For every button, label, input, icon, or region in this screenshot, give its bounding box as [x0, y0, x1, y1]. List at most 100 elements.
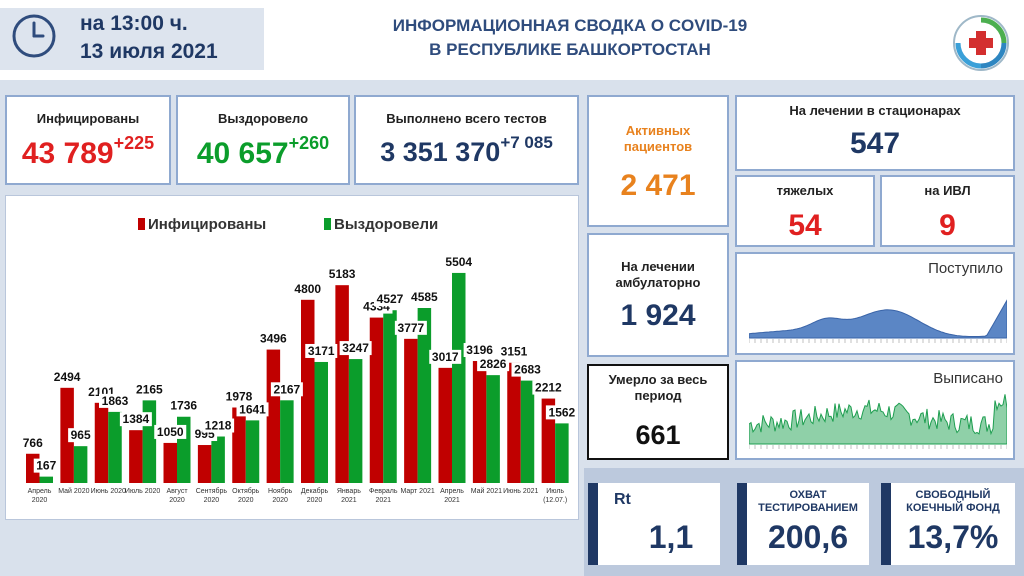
x-label-0-0: Апрель	[28, 488, 52, 495]
x-label-9-0: Январь	[337, 488, 361, 495]
x-label-6-1: 2020	[238, 497, 254, 504]
bar-0-5	[197, 445, 212, 483]
bar-1-11	[417, 308, 432, 483]
data-label-bg-1-5	[202, 418, 235, 433]
data-label-bg-0-13	[463, 343, 496, 358]
x-label-8-1: 2020	[307, 497, 323, 504]
bar-0-8	[301, 299, 315, 483]
data-label-bg-0-9	[326, 267, 359, 282]
data-label-0-1: 2494	[54, 370, 81, 384]
data-label-bg-0-11	[394, 320, 427, 335]
x-label-14-0: Июнь 2021	[503, 488, 538, 495]
ivl-label: на ИВЛ	[924, 183, 971, 198]
infected-card: Инфицированы 43 789+225	[5, 95, 171, 185]
beds-label: СВОБОДНЫЙ КОЕЧНЫЙ ФОНД	[891, 489, 1015, 515]
infected-label: Инфицированы	[36, 111, 140, 126]
monthly-chart-svg: Инфицированы Выздоровели 7661672494965210…	[20, 216, 578, 504]
bar-0-15	[541, 398, 556, 483]
bar-1-1	[73, 446, 88, 483]
data-label-bg-1-14	[511, 362, 544, 377]
recovered-label: Выздоровело	[217, 111, 309, 126]
x-label-13-0: Май 2021	[471, 487, 502, 495]
testing-value: 200,6	[767, 519, 849, 555]
infected-delta: +225	[113, 133, 155, 153]
x-label-5-0: Сентябрь	[196, 487, 228, 495]
data-label-1-5: 1218	[205, 419, 232, 433]
data-label-bg-0-4	[154, 424, 187, 439]
x-label-7-0: Ноябрь	[268, 487, 293, 495]
x-label-2-0: Июнь 2020	[91, 488, 126, 495]
active-label-line1: Активных	[625, 123, 691, 138]
bar-1-15	[555, 423, 569, 483]
data-label-bg-1-6	[236, 402, 269, 417]
data-label-0-9: 5183	[329, 267, 356, 281]
bar-1-5	[211, 436, 225, 483]
bar-0-2	[94, 402, 109, 483]
data-label-0-12: 3017	[432, 350, 459, 364]
x-label-10-1: 2021	[375, 497, 391, 504]
hospital-value: 547	[849, 127, 901, 160]
bar-1-9	[348, 359, 363, 483]
data-label-1-10: 4527	[377, 292, 404, 306]
data-label-bg-0-3	[119, 412, 152, 427]
data-label-bg-1-1	[68, 428, 94, 443]
severe-label: тяжелых	[776, 183, 834, 198]
infected-value: 43 789+225	[7, 133, 169, 171]
x-label-7-1: 2020	[272, 497, 288, 504]
tests-label: Выполнено всего тестов	[386, 111, 547, 126]
admitted-axis-ticks	[749, 339, 1007, 343]
x-label-4-0: Август	[166, 488, 188, 495]
data-label-0-4: 1050	[157, 425, 184, 439]
x-label-6-0: Октябрь	[232, 487, 259, 495]
bar-0-7	[266, 349, 281, 483]
x-label-3-0: Июль 2020	[125, 488, 160, 495]
discharged-axis-ticks	[749, 445, 1007, 449]
data-label-bg-1-11	[408, 290, 441, 305]
active-label: Активных пациентов	[589, 123, 727, 155]
ivl-card: на ИВЛ 9	[880, 175, 1015, 247]
data-label-1-0: 167	[36, 459, 56, 473]
data-label-1-11: 4585	[411, 290, 438, 304]
testing-label: ОХВАТ ТЕСТИРОВАНИЕМ	[747, 489, 869, 515]
data-label-bg-1-12	[442, 254, 475, 269]
chart-x-labels: Апрель 2020 Май 2020 Июнь 2020 Июль 2020 Авгу…	[28, 487, 568, 504]
data-label-bg-0-14	[498, 344, 530, 359]
x-label-9-1: 2021	[341, 497, 357, 504]
x-label-1-0: Май 2020	[58, 487, 89, 495]
report-date: 13 июля 2021	[80, 40, 218, 63]
discharged-sparkline-card: Выписано	[735, 360, 1015, 460]
data-label-bg-1-13	[477, 357, 510, 372]
data-label-1-15: 1562	[549, 405, 576, 419]
data-label-1-8: 3171	[308, 344, 335, 358]
admitted-sparkline	[749, 299, 1007, 343]
data-label-0-6: 1978	[226, 390, 253, 404]
data-label-1-6: 1641	[239, 402, 266, 416]
bar-0-9	[335, 285, 349, 483]
legend-label-0: Инфицированы	[148, 216, 266, 233]
bar-0-10	[369, 317, 384, 483]
tests-card: Выполнено всего тестов 3 351 370+7 085	[354, 95, 579, 185]
died-label-line1: Умерло за весь	[608, 372, 708, 387]
infected-total: 43 789	[21, 137, 114, 170]
data-label-1-12: 5504	[445, 255, 472, 269]
data-label-bg-1-3	[133, 382, 166, 397]
x-label-4-1: 2020	[169, 497, 185, 504]
bar-0-12	[438, 367, 452, 483]
title-line-2: В РЕСПУБЛИКЕ БАШКОРТОСТАН	[429, 40, 711, 59]
data-label-bg-0-0	[20, 435, 46, 450]
bar-0-3	[129, 430, 143, 483]
died-card: Умерло за весь период 661	[587, 364, 729, 460]
beds-value: 13,7%	[907, 519, 999, 555]
data-label-1-13: 2826	[480, 357, 507, 371]
active-label-line2: пациентов	[623, 139, 693, 154]
active-card: Активных пациентов 2 471	[587, 95, 729, 227]
bar-0-11	[404, 338, 418, 483]
legend-label-1: Выздоровели	[334, 216, 438, 233]
data-label-1-1: 965	[71, 428, 91, 442]
data-label-bg-1-10	[374, 292, 406, 307]
ambulatory-value: 1 924	[620, 299, 696, 332]
died-value: 661	[635, 420, 681, 450]
data-label-bg-0-12	[429, 349, 462, 364]
monthly-chart: Инфицированы Выздоровели 766 167 2494 965 210…	[5, 195, 579, 520]
testing-card: ОХВАТ ТЕСТИРОВАНИЕМ 200,6	[737, 483, 869, 565]
